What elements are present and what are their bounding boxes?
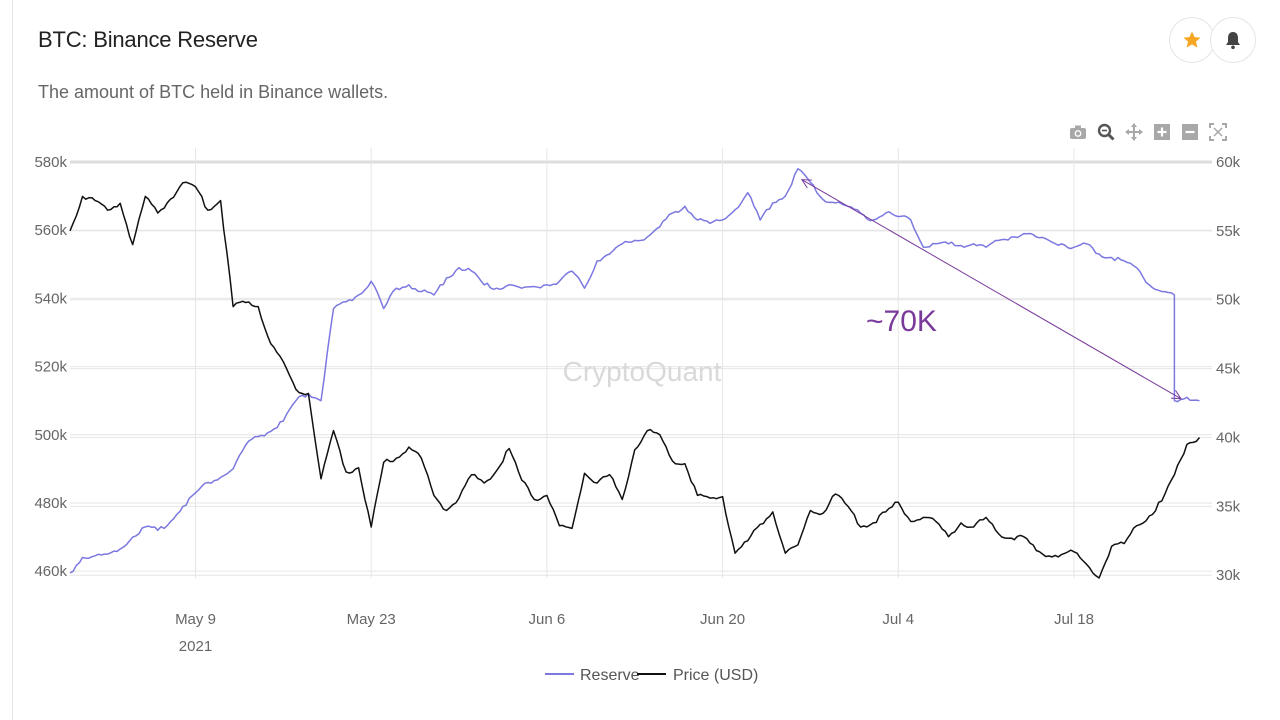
zoom-out-button[interactable] [1178, 118, 1202, 146]
annotation-label: ~70K [866, 305, 937, 338]
alert-button[interactable] [1210, 17, 1256, 63]
y-right-tick-label: 55k [1216, 223, 1241, 240]
y-right-tick-label: 60k [1216, 154, 1241, 171]
y-right-tick-label: 40k [1216, 429, 1241, 446]
page-title: BTC: Binance Reserve [38, 27, 258, 52]
legend-label-reserve: Reserve [580, 667, 640, 684]
star-icon [1183, 31, 1201, 48]
y-left-tick-label: 580k [34, 154, 67, 171]
autoscale-icon [1209, 123, 1227, 141]
pan-icon [1125, 123, 1143, 141]
x-tick-sublabel: 2021 [179, 638, 212, 655]
y-left-tick-label: 560k [34, 222, 67, 239]
x-tick-label: Jun 20 [700, 611, 745, 628]
frame-border [12, 0, 13, 720]
annotation-arrowhead-start [800, 179, 812, 189]
x-tick-label: May 23 [347, 611, 396, 628]
grid-layer [70, 148, 1212, 578]
annotation-arrowhead-end [1170, 390, 1182, 400]
series-layer [69, 168, 1201, 579]
y-left-tick-label: 480k [34, 495, 67, 512]
camera-icon [1070, 125, 1086, 139]
y-right-tick-label: 30k [1216, 567, 1241, 584]
y-right-tick-label: 35k [1216, 498, 1241, 515]
x-tick-label: Jul 18 [1054, 611, 1094, 628]
legend: Reserve Price (USD) [545, 667, 758, 684]
zoom-button[interactable] [1094, 118, 1118, 146]
watermark-text: CryptoQuant [563, 356, 722, 387]
autoscale-button[interactable] [1206, 118, 1230, 146]
zoom-in-button[interactable] [1150, 118, 1174, 146]
page-subtitle: The amount of BTC held in Binance wallet… [38, 82, 389, 102]
y-right-tick-label: 45k [1216, 361, 1241, 378]
y-left-tick-label: 540k [34, 290, 67, 307]
download-plot-button[interactable] [1066, 118, 1090, 146]
y-left-tick-label: 520k [34, 359, 67, 376]
favorite-button[interactable] [1169, 17, 1215, 63]
series-line-reserve [69, 168, 1200, 574]
x-tick-label: Jun 6 [529, 611, 566, 628]
annotation-layer: ~70K [800, 179, 1182, 400]
x-tick-label: Jul 4 [882, 611, 914, 628]
pan-button[interactable] [1122, 118, 1146, 146]
y-left-tick-label: 500k [34, 427, 67, 444]
annotation-arrow-line [801, 179, 1182, 400]
zoom-in-icon [1154, 124, 1170, 140]
y-left-tick-label: 460k [34, 563, 67, 580]
zoom-out-icon [1182, 124, 1198, 140]
axis-layer: 460k 480k 500k 520k 540k 560k 580k 30k 35k 40k 45k… [34, 154, 1240, 655]
x-tick-label: May 9 [175, 611, 216, 628]
zoom-icon [1097, 123, 1115, 141]
series-line-price [69, 181, 1201, 579]
legend-label-price: Price (USD) [673, 667, 758, 684]
bell-icon [1226, 32, 1240, 50]
chart-modebar [1066, 118, 1230, 148]
y-right-tick-label: 50k [1216, 292, 1241, 309]
